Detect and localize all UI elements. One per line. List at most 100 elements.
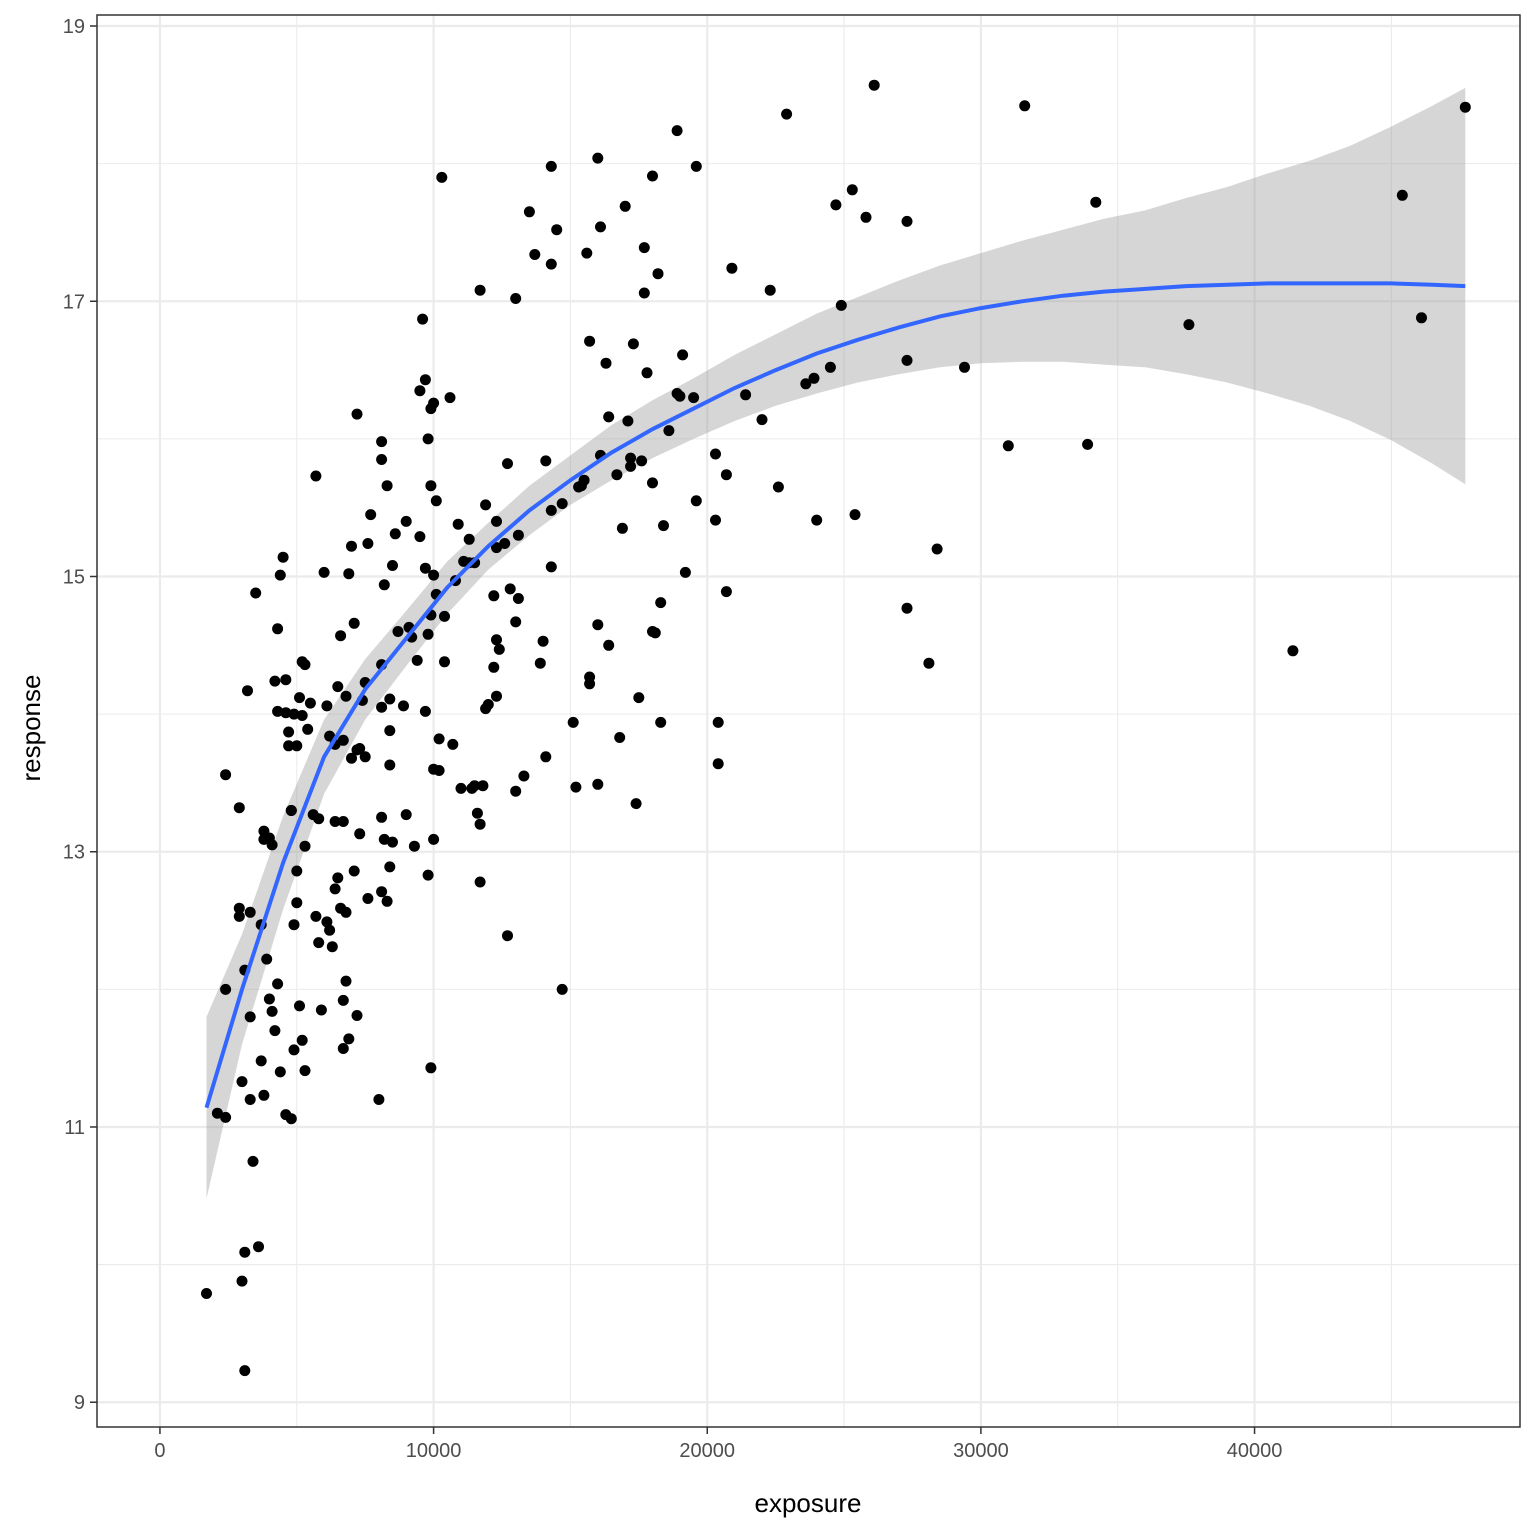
data-point xyxy=(373,1094,385,1105)
data-point xyxy=(365,509,377,521)
data-point xyxy=(419,562,431,574)
data-point xyxy=(359,751,371,763)
data-point xyxy=(830,199,842,211)
y-axis-ticks: 9 11 13 15 17 19 xyxy=(63,16,97,1414)
data-point xyxy=(545,258,557,270)
data-point xyxy=(726,262,738,274)
data-point xyxy=(242,685,253,697)
data-points xyxy=(201,79,1471,1377)
data-point xyxy=(354,743,366,754)
data-point xyxy=(649,627,661,639)
data-point xyxy=(253,1241,264,1253)
data-point xyxy=(310,910,322,922)
data-point xyxy=(283,726,295,738)
data-point xyxy=(343,568,355,580)
data-point xyxy=(510,293,522,304)
data-point xyxy=(1416,312,1427,324)
data-point xyxy=(340,906,352,918)
data-point xyxy=(408,840,420,852)
data-point xyxy=(551,224,563,236)
data-point xyxy=(712,716,724,728)
data-point xyxy=(860,211,872,223)
data-point xyxy=(540,455,552,467)
data-point xyxy=(428,569,440,581)
data-point xyxy=(641,367,653,379)
data-point xyxy=(712,758,724,770)
data-point xyxy=(433,733,445,745)
data-point xyxy=(592,619,604,631)
data-point xyxy=(469,780,481,792)
data-point xyxy=(868,79,880,91)
data-point xyxy=(384,693,396,705)
data-point xyxy=(720,586,732,598)
data-point xyxy=(488,661,500,673)
data-point xyxy=(422,628,434,640)
data-point xyxy=(772,481,784,493)
data-point xyxy=(272,623,284,635)
data-point xyxy=(616,522,628,534)
data-point xyxy=(849,509,861,521)
data-point xyxy=(263,993,275,1005)
data-point xyxy=(422,869,434,881)
data-point xyxy=(266,839,278,851)
data-point xyxy=(556,498,568,510)
data-point xyxy=(288,919,300,931)
data-point xyxy=(346,752,357,764)
data-point xyxy=(247,1155,259,1167)
data-point xyxy=(340,690,352,702)
data-point xyxy=(491,634,502,646)
data-point xyxy=(436,171,448,183)
data-point xyxy=(299,1065,311,1077)
data-point xyxy=(510,785,522,797)
data-point xyxy=(351,408,363,420)
data-point xyxy=(901,602,913,614)
data-point xyxy=(324,924,336,936)
data-point xyxy=(638,242,650,254)
data-point xyxy=(584,678,596,690)
data-point xyxy=(337,734,349,746)
data-point xyxy=(474,876,486,888)
data-point xyxy=(239,1246,251,1258)
data-point xyxy=(332,681,344,693)
x-tick-label: 30000 xyxy=(953,1440,1009,1462)
data-point xyxy=(376,454,388,465)
data-point xyxy=(233,802,245,814)
data-point xyxy=(250,587,262,599)
data-point xyxy=(299,840,311,852)
data-point xyxy=(636,455,648,467)
data-point xyxy=(491,690,502,702)
data-point xyxy=(444,392,456,404)
data-point xyxy=(294,1000,305,1012)
data-point xyxy=(710,448,721,460)
data-point xyxy=(272,978,284,990)
data-point xyxy=(655,716,667,728)
data-point xyxy=(625,452,637,464)
data-point xyxy=(220,983,232,995)
data-point xyxy=(384,861,396,873)
data-point xyxy=(296,1034,308,1046)
data-point xyxy=(1459,101,1471,113)
data-point xyxy=(220,769,232,781)
data-point xyxy=(824,361,836,373)
data-point xyxy=(430,495,442,507)
data-point xyxy=(236,1275,248,1287)
data-point xyxy=(428,397,440,409)
data-point xyxy=(510,616,522,628)
data-point xyxy=(400,515,412,527)
data-point xyxy=(398,700,409,712)
data-point xyxy=(201,1288,212,1299)
data-point xyxy=(570,781,582,793)
y-tick-label: 13 xyxy=(63,842,85,864)
data-point xyxy=(781,108,793,120)
data-point xyxy=(439,656,450,668)
data-point xyxy=(595,221,606,233)
x-tick-label: 10000 xyxy=(406,1440,462,1462)
data-point xyxy=(710,514,721,526)
data-point xyxy=(1090,196,1102,208)
data-point xyxy=(477,780,489,792)
data-point xyxy=(354,828,366,840)
data-point xyxy=(622,415,634,427)
data-point xyxy=(376,886,388,898)
data-point xyxy=(280,707,292,719)
